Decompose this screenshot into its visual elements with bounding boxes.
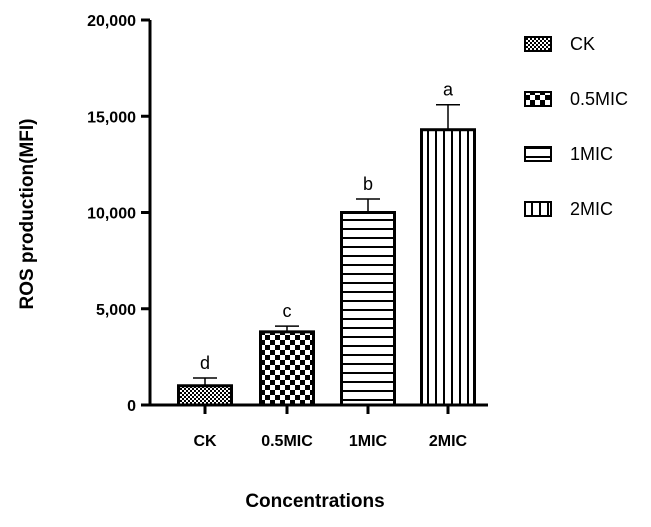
x-tick-label: CK xyxy=(193,433,217,450)
x-tick-label: 2MIC xyxy=(429,433,468,450)
y-tick-label: 10,000 xyxy=(87,206,136,223)
significance-letter: b xyxy=(363,174,373,194)
legend-swatch xyxy=(524,201,552,217)
y-tick-label: 0 xyxy=(127,398,136,415)
legend-swatch xyxy=(524,91,552,107)
y-tick-label: 5,000 xyxy=(96,302,136,319)
plot-area: 0 5,000 10,000 15,000 20,000 d CK c 0.5MIC b 1MIC a… xyxy=(87,13,488,450)
significance-letter: d xyxy=(200,353,210,373)
significance-letter: a xyxy=(443,80,454,100)
x-tick-label: 1MIC xyxy=(349,433,388,450)
legend-swatch xyxy=(524,146,552,162)
legend-label: CK xyxy=(570,34,595,54)
legend-swatch xyxy=(524,36,552,52)
legend-label: 1MIC xyxy=(570,144,613,164)
legend-label: 2MIC xyxy=(570,199,613,219)
x-tick-label: 0.5MIC xyxy=(261,433,313,450)
y-tick-label: 20,000 xyxy=(87,13,136,30)
x-axis-title: Concentrations xyxy=(245,491,384,512)
bar-2mic xyxy=(420,128,476,407)
legend-label: 0.5MIC xyxy=(570,89,628,109)
bar-1mic xyxy=(340,211,396,407)
legend: CK 0.5MIC 1MIC 2MIC xyxy=(524,34,628,219)
y-axis-title: ROS production(MFI) xyxy=(17,118,38,309)
bar-05mic xyxy=(259,330,315,407)
y-tick-label: 15,000 xyxy=(87,109,136,126)
significance-letter: c xyxy=(283,301,292,321)
bar-ck xyxy=(177,384,233,407)
